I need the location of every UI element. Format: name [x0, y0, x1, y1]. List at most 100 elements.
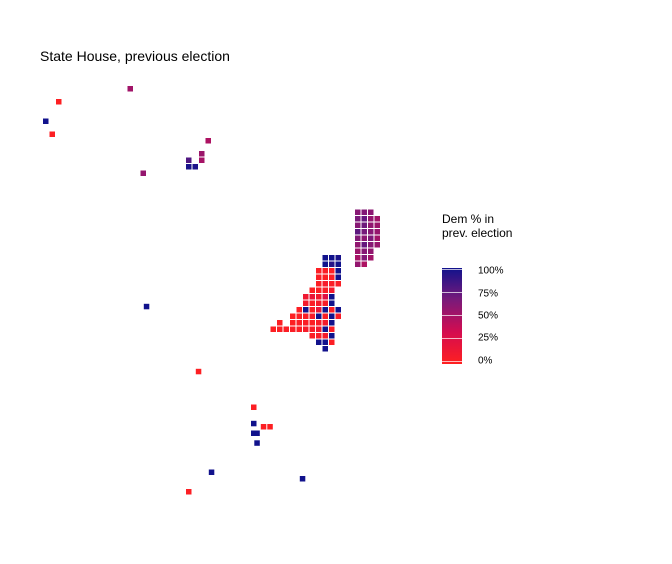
district-tile-122 [329, 333, 335, 339]
district-tile-11 [143, 303, 150, 310]
district-tile-75 [329, 287, 335, 293]
district-tile-1 [56, 99, 62, 105]
legend: Dem % in prev. election 100% 75% 50% 25%… [442, 212, 512, 367]
district-tile-37 [374, 229, 380, 235]
district-tile-43 [361, 242, 367, 248]
district-tile-39 [361, 235, 367, 241]
district-tile-70 [329, 281, 335, 287]
legend-title-line1: Dem % in [442, 212, 495, 226]
district-tile-62 [329, 268, 335, 274]
district-tile-51 [368, 255, 374, 261]
district-tile-49 [355, 255, 361, 261]
district-tile-56 [335, 255, 341, 261]
district-tile-40 [368, 235, 374, 241]
district-tile-55 [329, 255, 335, 261]
district-tile-112 [290, 326, 296, 332]
district-tile-95 [303, 313, 309, 319]
district-tile-16 [260, 424, 267, 430]
legend-tick-50: 50% [478, 310, 499, 322]
district-tile-22 [254, 440, 260, 446]
legend-tick-100: 100% [478, 265, 504, 277]
district-tile-107 [322, 320, 328, 326]
district-tile-12 [195, 368, 202, 375]
legend-tick-75: 75% [478, 288, 499, 300]
district-tile-101 [277, 320, 283, 326]
district-tile-26 [355, 216, 361, 222]
district-tile-115 [309, 326, 315, 332]
district-tile-54 [322, 255, 328, 261]
district-tile-111 [283, 326, 289, 332]
legend-tick-0: 0% [478, 355, 493, 367]
legend-title: Dem % in prev. election [442, 212, 512, 240]
district-tile-41 [374, 235, 380, 241]
district-tile-71 [335, 281, 341, 287]
district-tile-89 [316, 307, 322, 313]
district-tile-3 [49, 131, 55, 137]
district-tile-8 [186, 164, 192, 170]
legend-color-bar [442, 268, 462, 364]
district-tile-102 [290, 320, 296, 326]
district-tile-118 [329, 326, 335, 332]
district-tile-74 [322, 287, 328, 293]
district-tile-82 [309, 300, 315, 306]
district-tile-4 [205, 138, 211, 144]
district-tile-23 [355, 209, 361, 215]
district-tile-33 [374, 222, 380, 228]
district-tile-86 [296, 307, 302, 313]
district-tile-114 [303, 326, 309, 332]
district-tile-98 [322, 313, 328, 319]
district-tile-60 [316, 268, 322, 274]
district-tile-79 [322, 294, 328, 300]
district-tile-109 [270, 326, 276, 332]
district-tile-38 [355, 235, 361, 241]
map-title: State House, previous election [40, 48, 230, 64]
district-tile-125 [329, 339, 335, 345]
district-tile-100 [335, 313, 341, 319]
district-tile-108 [329, 320, 335, 326]
district-tile-31 [361, 222, 367, 228]
district-tile-80 [329, 294, 335, 300]
district-tile-72 [309, 287, 315, 293]
district-tile-50 [361, 255, 367, 261]
district-tile-21 [254, 430, 260, 436]
district-tile-48 [368, 248, 374, 254]
district-tile-36 [368, 229, 374, 235]
district-tile-64 [316, 274, 322, 280]
district-tile-5 [199, 151, 205, 157]
district-tile-90 [322, 307, 328, 313]
district-tile-13 [251, 404, 257, 410]
legend-title-line2: prev. election [442, 226, 513, 240]
district-tile-35 [361, 229, 367, 235]
district-tile-68 [316, 281, 322, 287]
district-tile-6 [186, 157, 192, 163]
district-tile-78 [316, 294, 322, 300]
district-tile-123 [316, 339, 322, 345]
district-tile-91 [329, 307, 335, 313]
district-tile-52 [355, 261, 361, 267]
district-tile-94 [296, 313, 302, 319]
district-tile-46 [355, 248, 361, 254]
district-tile-93 [290, 313, 296, 319]
district-tile-59 [335, 261, 341, 267]
district-tile-96 [309, 313, 315, 319]
district-tile-24 [361, 209, 367, 215]
district-tile-45 [374, 242, 380, 248]
district-tile-116 [316, 326, 322, 332]
legend-tick-25: 25% [478, 332, 499, 344]
district-tile-30 [355, 222, 361, 228]
district-tile-81 [303, 300, 309, 306]
district-tile-57 [322, 261, 328, 267]
district-tile-69 [322, 281, 328, 287]
district-tile-117 [322, 326, 328, 332]
district-tile-85 [329, 300, 335, 306]
district-tile-66 [329, 274, 335, 280]
district-tile-9 [192, 164, 198, 170]
district-tile-25 [368, 209, 374, 215]
district-tile-29 [374, 216, 380, 222]
district-tile-110 [277, 326, 283, 332]
district-tile-113 [296, 326, 302, 332]
district-tile-103 [296, 320, 302, 326]
district-tile-15 [251, 430, 257, 436]
district-tile-88 [309, 307, 315, 313]
